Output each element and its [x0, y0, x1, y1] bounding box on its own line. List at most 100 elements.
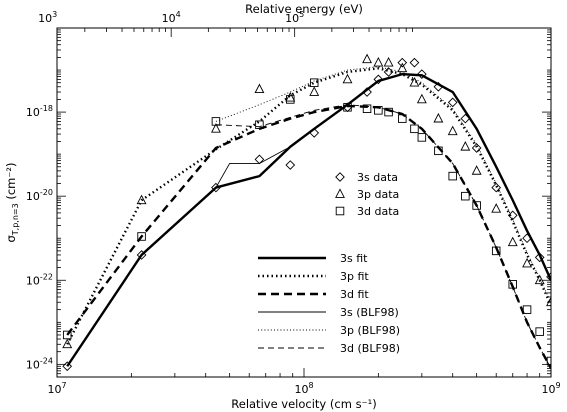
data-point-3p-data [534, 274, 545, 285]
series-line-3d-blf98 [215, 104, 551, 369]
legend-label: 3s fit [340, 252, 368, 265]
data-point-3s-data [409, 57, 420, 68]
legend-marker-diamond [335, 172, 345, 182]
axis-ticks: 10710810910210310410510-2410-2210-2010-1… [26, 10, 561, 396]
x-tick-label-exponent: 7 [61, 381, 66, 390]
data-point-3d-data [211, 117, 221, 126]
top-tick-label: 104 [162, 10, 181, 25]
y-tick-label-base: 10 [26, 274, 40, 287]
data-point-3p-data [491, 203, 502, 213]
data-point-3d-data [410, 124, 419, 134]
y-axis-symbol: σ [4, 235, 18, 242]
series-line-3p-blf98 [215, 66, 551, 303]
x-tick-label: 109 [541, 381, 560, 396]
legend: 3s data 3p data 3d data 3s fit 3p fit 3d fit 3… [258, 171, 400, 355]
y-tick-label: 10-24 [26, 356, 53, 371]
data-point-3p-data [397, 62, 408, 73]
data-point-3p-data [373, 56, 384, 67]
series-markers-3d-data [62, 78, 551, 366]
data-point-3p-data [62, 338, 73, 349]
top-tick-label-base: 10 [285, 12, 299, 25]
y-tick-label-base: 10 [26, 358, 40, 371]
plot-frame [56, 27, 552, 378]
y-tick-label-exponent: -20 [40, 188, 53, 197]
data-point-3p-data [383, 56, 394, 67]
data-point-3p-data [309, 86, 320, 96]
y-tick-label: 10-20 [26, 188, 53, 203]
data-point-3p-data [210, 123, 221, 133]
data-point-3p-data [362, 53, 372, 64]
series-line-3s-fit [66, 72, 551, 367]
legend-label: 3p fit [340, 270, 369, 283]
data-point-3p-data [433, 112, 444, 123]
y-tick-label: 10-22 [26, 272, 53, 287]
data-point-3p-data [285, 92, 296, 102]
data-point-3p-data [416, 93, 427, 104]
top-tick-label-base: 10 [38, 12, 52, 25]
data-point-3s-data [62, 361, 73, 372]
data-point-3s-data [471, 143, 482, 153]
data-point-3s-data [491, 182, 502, 193]
data-point-3d-data [535, 327, 544, 336]
y-axis-subscript: T,p,n=3 [11, 203, 20, 236]
series-markers-3p-data [62, 53, 551, 349]
y-axis-unit: (cm⁻²) [4, 162, 18, 203]
data-point-3d-data [461, 191, 470, 201]
top-tick-label-exponent: 5 [299, 10, 304, 19]
y-tick-label: 10-18 [26, 104, 53, 119]
x-tick-label-exponent: 9 [555, 381, 560, 390]
data-point-3p-data [460, 141, 471, 151]
data-point-3s-data [417, 69, 427, 79]
series-line-3p-fit [66, 67, 551, 345]
data-point-3d-data [362, 104, 372, 114]
series-line-3s-blf98 [215, 73, 551, 281]
data-point-3p-data [342, 73, 353, 84]
legend-label: 3d data [357, 205, 399, 218]
data-point-3p-data [522, 257, 533, 268]
data-point-3s-data [447, 97, 458, 108]
data-point-3p-data [471, 165, 482, 175]
data-point-3p-data [447, 125, 458, 136]
legend-marker-square [335, 206, 345, 216]
data-point-3s-data [373, 74, 384, 85]
data-point-3d-data [522, 305, 532, 314]
legend-marker-triangle [335, 188, 345, 198]
y-tick-label-exponent: -24 [40, 356, 53, 365]
legend-label: 3s (BLF98) [340, 306, 399, 319]
data-point-3s-data [397, 57, 408, 68]
y-tick-label-exponent: -18 [40, 104, 53, 113]
y-tick-label-base: 10 [26, 106, 40, 119]
data-point-3d-data [472, 201, 481, 210]
data-point-3s-data [285, 160, 296, 170]
top-tick-label: 105 [285, 10, 304, 25]
plot-border [56, 27, 552, 378]
top-tick-label-base: 10 [162, 12, 176, 25]
x-tick-label-exponent: 8 [308, 381, 313, 390]
x-tick-label-base: 10 [294, 383, 308, 396]
top-tick-label-exponent: 4 [176, 10, 181, 19]
top-tick-label: 103 [38, 10, 57, 25]
data-point-3p-data [507, 236, 518, 247]
x-tick-label: 108 [294, 381, 313, 396]
y-tick-label-exponent: -22 [40, 272, 53, 281]
series-layer [62, 53, 551, 372]
x-axis-title: Relative velocity (cm s⁻¹) [231, 397, 376, 411]
data-point-3d-data [137, 232, 146, 241]
legend-label: 3p data [357, 188, 399, 201]
y-tick-label-base: 10 [26, 190, 40, 203]
data-point-3p-data [136, 194, 147, 205]
top-axis-title: Relative energy (eV) [245, 2, 363, 16]
data-point-3p-data [254, 83, 265, 94]
legend-label: 3p (BLF98) [340, 324, 400, 337]
y-axis-title: σT,p,n=3 (cm⁻²) [4, 162, 20, 242]
x-tick-label-base: 10 [541, 383, 555, 396]
data-point-3d-data [448, 171, 457, 181]
legend-label: 3d fit [340, 288, 369, 301]
top-tick-label-exponent: 3 [52, 10, 57, 19]
legend-label: 3s data [357, 171, 398, 184]
data-point-3s-data [534, 252, 545, 263]
x-tick-label-base: 10 [47, 383, 61, 396]
legend-label: 3d (BLF98) [340, 342, 400, 355]
x-tick-label: 107 [47, 381, 66, 396]
